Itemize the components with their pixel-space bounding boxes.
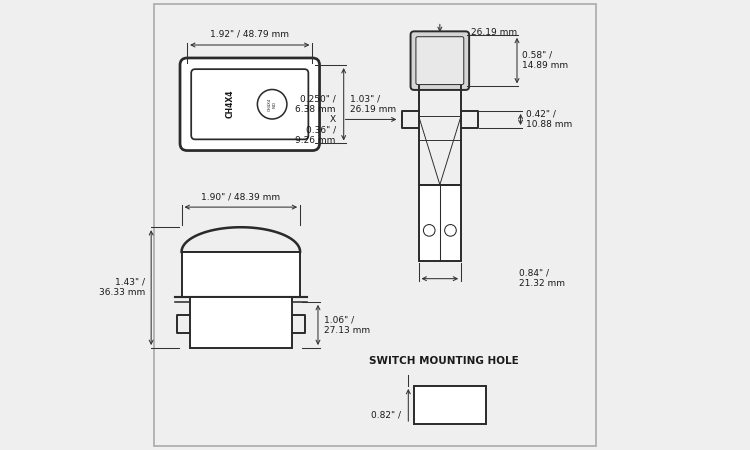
Bar [414,386,486,424]
FancyBboxPatch shape [410,32,470,90]
Bar [182,252,300,297]
Text: 0.58" /
14.89 mm: 0.58" / 14.89 mm [522,51,568,70]
Text: 1.03" /
26.19 mm: 1.03" / 26.19 mm [350,94,396,114]
Text: 0.82" /: 0.82" / [370,410,400,419]
Bar [419,185,461,261]
Text: 1.06" /
27.13 mm: 1.06" / 27.13 mm [324,315,370,335]
FancyBboxPatch shape [416,37,464,85]
Text: 1.43" /
36.33 mm: 1.43" / 36.33 mm [99,278,146,297]
Text: 1.90" / 48.39 mm: 1.90" / 48.39 mm [201,192,280,201]
Text: 1.92" / 48.79 mm: 1.92" / 48.79 mm [210,30,290,39]
Text: CH4X4
IND: CH4X4 IND [268,98,277,111]
Text: 0.250" /
6.38 mm
X
0.36" /
9.26 mm: 0.250" / 6.38 mm X 0.36" / 9.26 mm [296,94,336,145]
Text: 0.84" /
21.32 mm: 0.84" / 21.32 mm [519,269,566,288]
Text: 26.19 mm: 26.19 mm [471,28,518,37]
FancyBboxPatch shape [191,69,308,140]
FancyBboxPatch shape [180,58,320,151]
Text: SWITCH MOUNTING HOLE: SWITCH MOUNTING HOLE [370,356,519,366]
Bar [190,297,292,348]
Text: CH4X4: CH4X4 [225,90,234,118]
Text: 0.42" /
10.88 mm: 0.42" / 10.88 mm [526,110,572,129]
